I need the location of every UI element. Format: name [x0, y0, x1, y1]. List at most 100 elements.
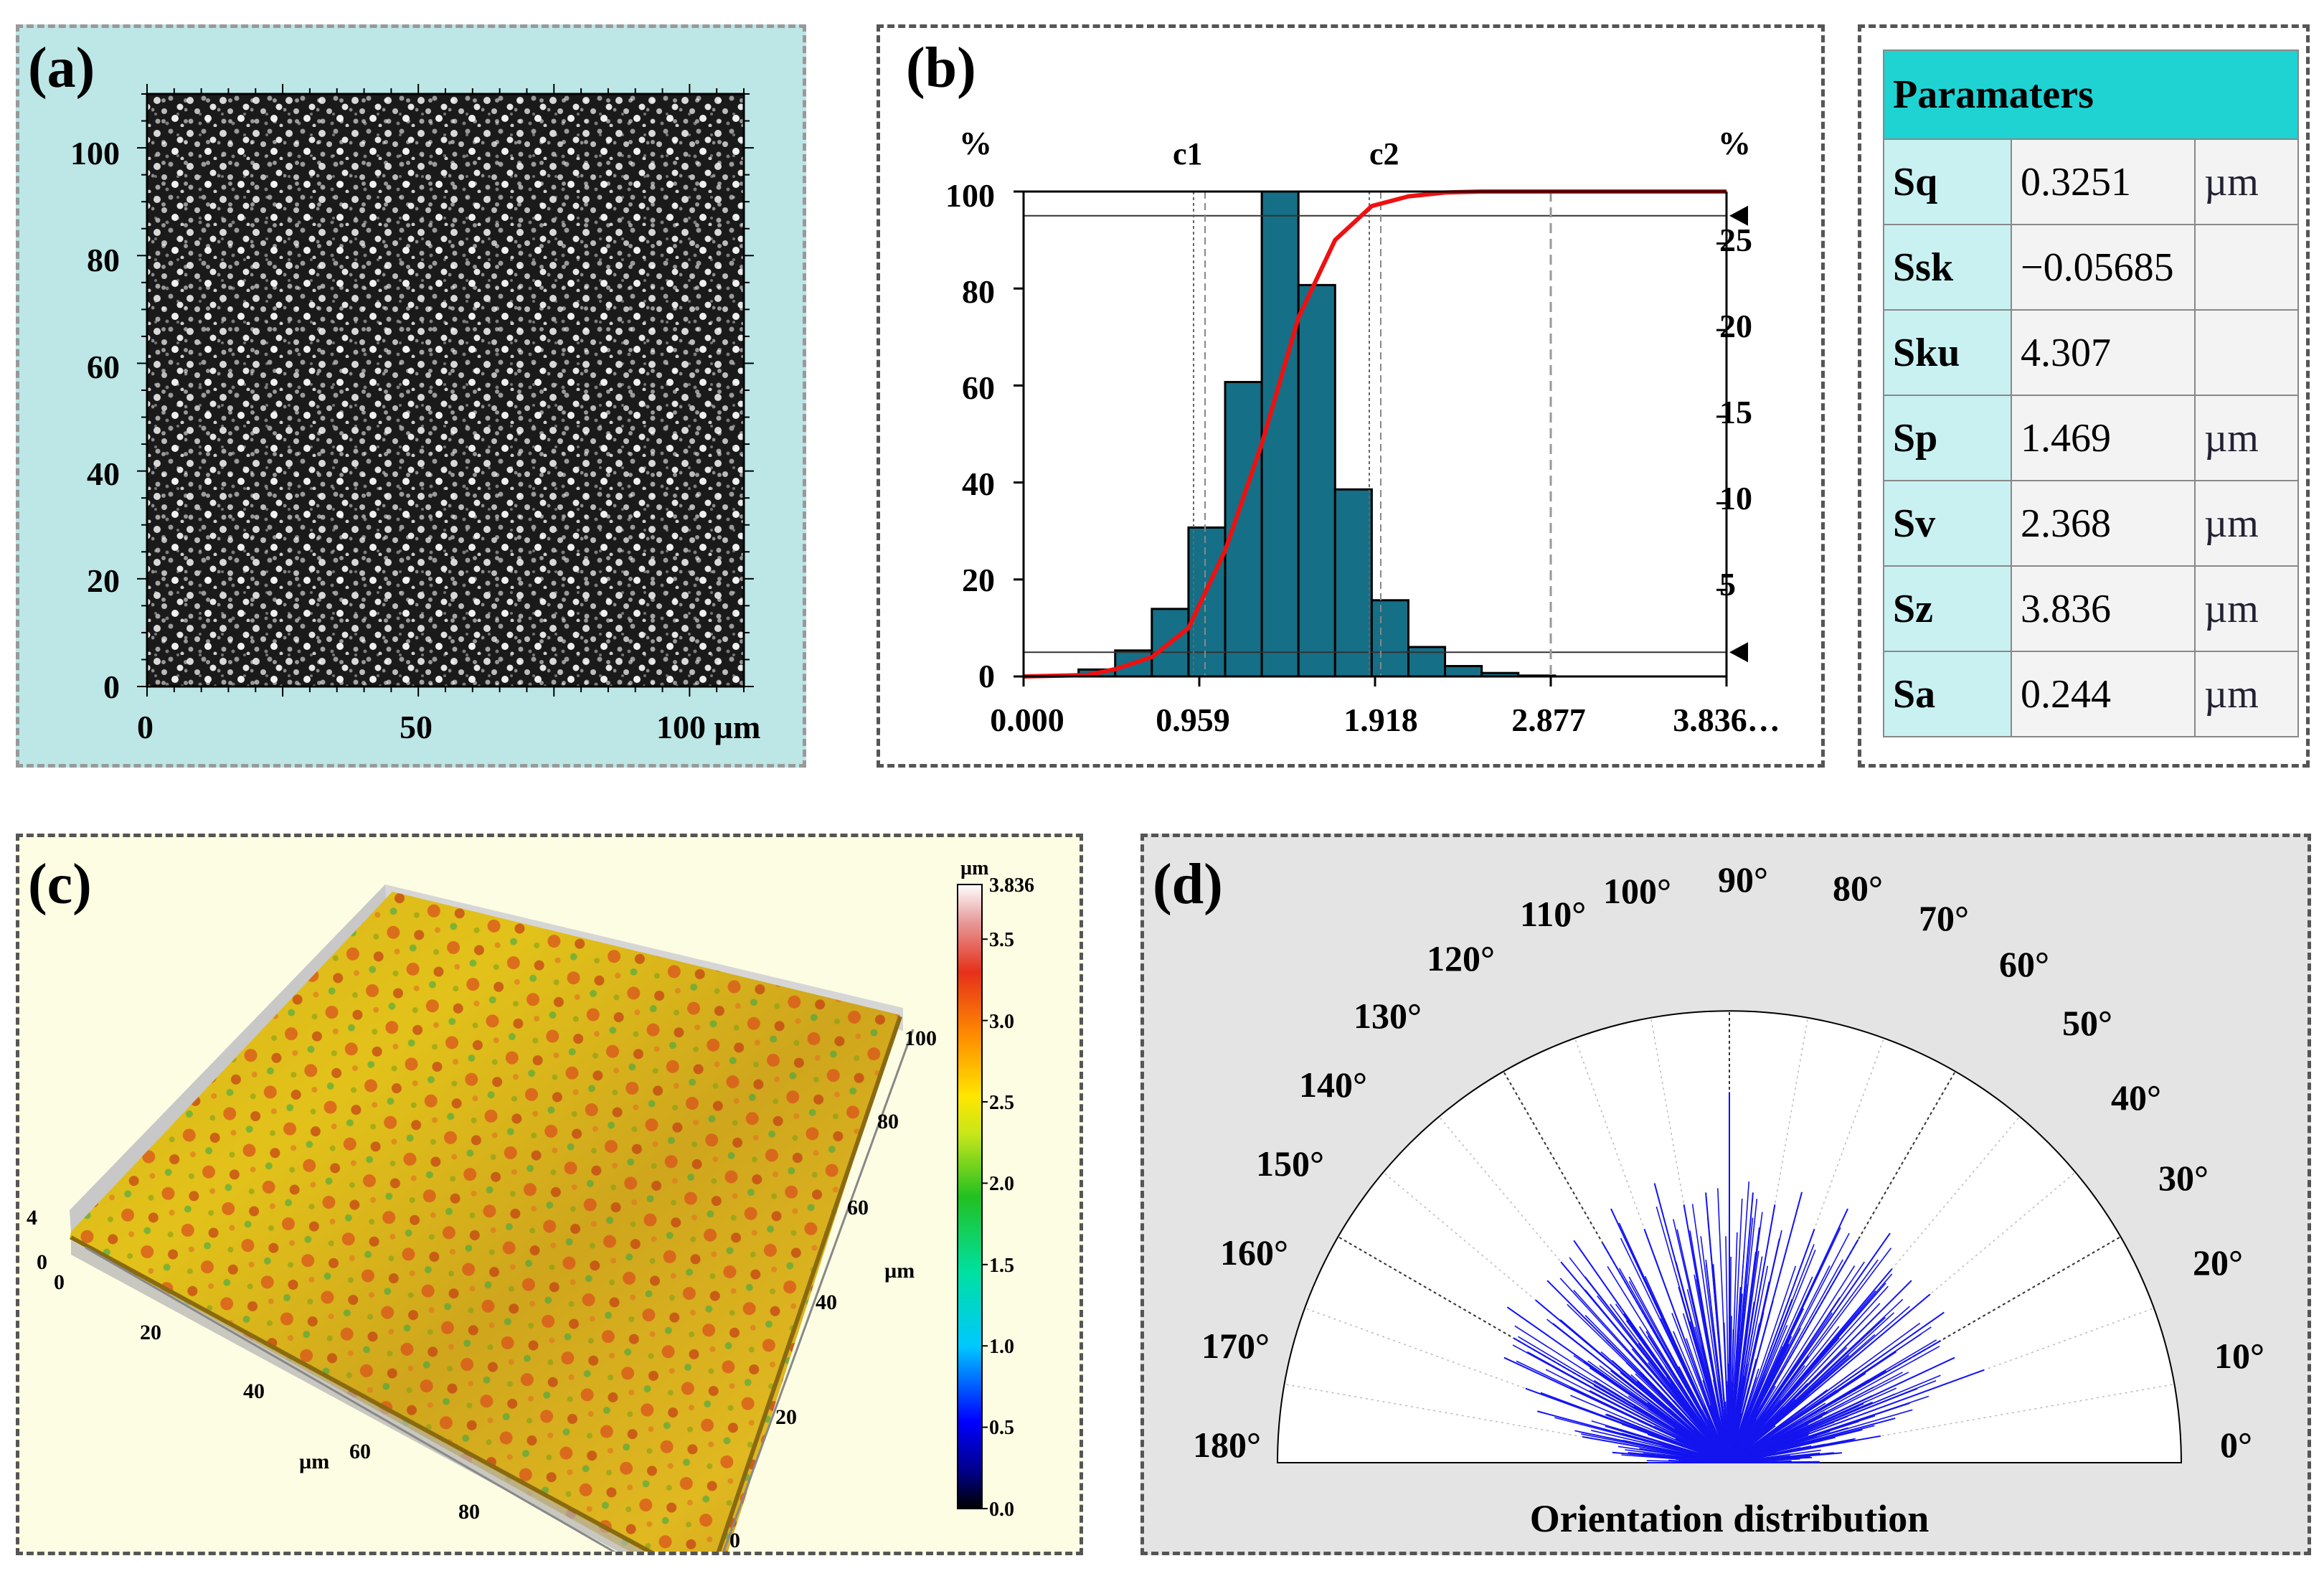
orientation-spoke [1569, 1387, 1730, 1463]
orientation-spoke [1729, 1395, 1929, 1463]
param-name: Sq [1883, 138, 2012, 225]
a-ytick: 100 [70, 135, 120, 171]
orientation-spoke [1654, 1256, 1730, 1463]
orientation-spoke [1729, 1265, 1797, 1463]
c-x-unit: µm [299, 1450, 329, 1473]
b-left-tick: 20 [962, 562, 995, 598]
orientation-spoke [1729, 1443, 1832, 1463]
c-y-tick: 100 [904, 1027, 937, 1050]
param-name: Sv [1883, 480, 2012, 567]
colorbar-tick: 1.0 [989, 1336, 1014, 1358]
c-z-tick: 0 [37, 1250, 47, 1274]
a-ytick: 0 [103, 669, 120, 705]
orientation-spoke [1623, 1313, 1730, 1463]
b-x-tick: 0.959 [1156, 702, 1230, 738]
param-name: Sku [1883, 309, 2012, 396]
colorbar-tick: 3.5 [989, 929, 1014, 951]
orientation-spoke [1678, 1286, 1730, 1463]
b-left-tick: 0 [978, 658, 995, 694]
colorbar-tick: 3.0 [989, 1011, 1014, 1033]
param-unit [2193, 309, 2300, 396]
orientation-spoke [1645, 1331, 1730, 1463]
b-c1-label: c1 [1173, 136, 1203, 171]
histogram-bar [1370, 599, 1409, 678]
orientation-spoke [1729, 1461, 1798, 1463]
orientation-spoke [1574, 1430, 1730, 1463]
d-angle-label: 110° [1520, 894, 1586, 934]
histogram-bar [1333, 488, 1373, 678]
d-angle-label: 40° [2111, 1077, 2161, 1118]
orientation-spoke [1729, 1374, 1773, 1463]
colorbar-tick: 0.0 [989, 1499, 1014, 1521]
orientation-spoke [1729, 1402, 1826, 1463]
d-angle-label: 20° [2193, 1242, 2243, 1283]
colorbar-unit: µm [960, 857, 988, 879]
orientation-spoke [1729, 1355, 1809, 1463]
d-angle-label: 140° [1299, 1065, 1367, 1105]
c-x-tick: 20 [140, 1321, 161, 1344]
orientation-spoke [1729, 1287, 1742, 1463]
c-y-unit: µm [884, 1259, 915, 1283]
table-row: Sv 2.368 µm [1883, 480, 2300, 567]
panel-b: (b) % % c1 c2 0 20 40 60 80 100 5 10 15 … [877, 24, 1825, 768]
b-left-tick: 80 [962, 273, 995, 310]
b-left-tick: 60 [962, 369, 995, 406]
parameter-panel: Paramaters Sq 0.3251 µm Ssk −0.05685 Sku… [1858, 24, 2310, 768]
d-angle-label: 170° [1201, 1326, 1270, 1366]
orientation-spoke [1584, 1289, 1730, 1463]
colorbar-tick: 2.0 [989, 1173, 1014, 1195]
orientation-spoke [1729, 1456, 1799, 1463]
param-value: 4.307 [2011, 309, 2196, 396]
b-right-unit: % [1718, 125, 1751, 161]
c-y-tick: 0 [729, 1529, 740, 1552]
b-right-tick: 25 [1719, 222, 1752, 258]
panel-a: (a) 0 20 [16, 24, 806, 768]
ratio-marker [1729, 642, 1748, 663]
orientation-spoke [1729, 1334, 1922, 1463]
orientation-spoke [1712, 1264, 1730, 1463]
panel-c-label: (c) [28, 853, 92, 916]
orientation-spoke [1729, 1303, 1881, 1463]
orientation-spoke [1569, 1257, 1730, 1463]
orientation-spoke [1729, 1405, 1859, 1463]
param-value: −0.05685 [2011, 224, 2196, 311]
panel-c: (c) [16, 834, 1083, 1555]
table-row: Sa 0.244 µm [1883, 651, 2300, 737]
b-right-tick: 10 [1719, 480, 1752, 516]
b-c2-label: c2 [1369, 136, 1399, 171]
orientation-spoke [1584, 1314, 1730, 1463]
b-x-tick: 1.918 [1343, 702, 1418, 738]
param-unit: µm [2193, 395, 2300, 481]
orientation-spoke [1729, 1265, 1856, 1463]
histogram-bar [1297, 283, 1336, 678]
d-angle-label: 30° [2158, 1158, 2209, 1198]
a-ytick: 60 [87, 349, 120, 385]
a-xtick: 50 [400, 709, 433, 745]
orientation-spoke [1686, 1387, 1730, 1463]
d-title: Orientation distribution [1530, 1497, 1929, 1540]
orientation-spoke [1729, 1374, 1766, 1463]
orientation-spoke [1723, 1322, 1730, 1463]
colorbar [957, 884, 983, 1509]
panel-d-label: (d) [1153, 853, 1223, 916]
orientation-spoke [1729, 1393, 1788, 1463]
param-unit: µm [2193, 138, 2300, 225]
polar-chart: 0° 10° 20° 30° 40° 50° 60° 70° 80° 90° 1… [1193, 859, 2264, 1540]
c-y-tick: 20 [775, 1405, 797, 1429]
colorbar-tick: 3.836 [989, 874, 1034, 897]
c-y-tick: 60 [847, 1196, 869, 1219]
param-value: 0.244 [2011, 651, 2196, 737]
param-name: Sa [1883, 651, 2012, 737]
orientation-spoke [1633, 1410, 1730, 1463]
param-unit: µm [2193, 651, 2300, 737]
panel-a-image: 0 20 40 60 80 100 0 50 100 µm [70, 84, 760, 745]
orientation-spoke [1648, 1407, 1730, 1463]
param-unit: µm [2193, 480, 2300, 567]
orientation-spoke [1729, 1458, 1734, 1463]
b-left-unit: % [959, 125, 992, 161]
a-ytick: 20 [87, 562, 120, 599]
param-unit: µm [2193, 565, 2300, 652]
ratio-marker [1729, 205, 1748, 226]
orientation-spoke [1729, 1415, 1848, 1463]
c-y-tick: 80 [877, 1110, 899, 1133]
